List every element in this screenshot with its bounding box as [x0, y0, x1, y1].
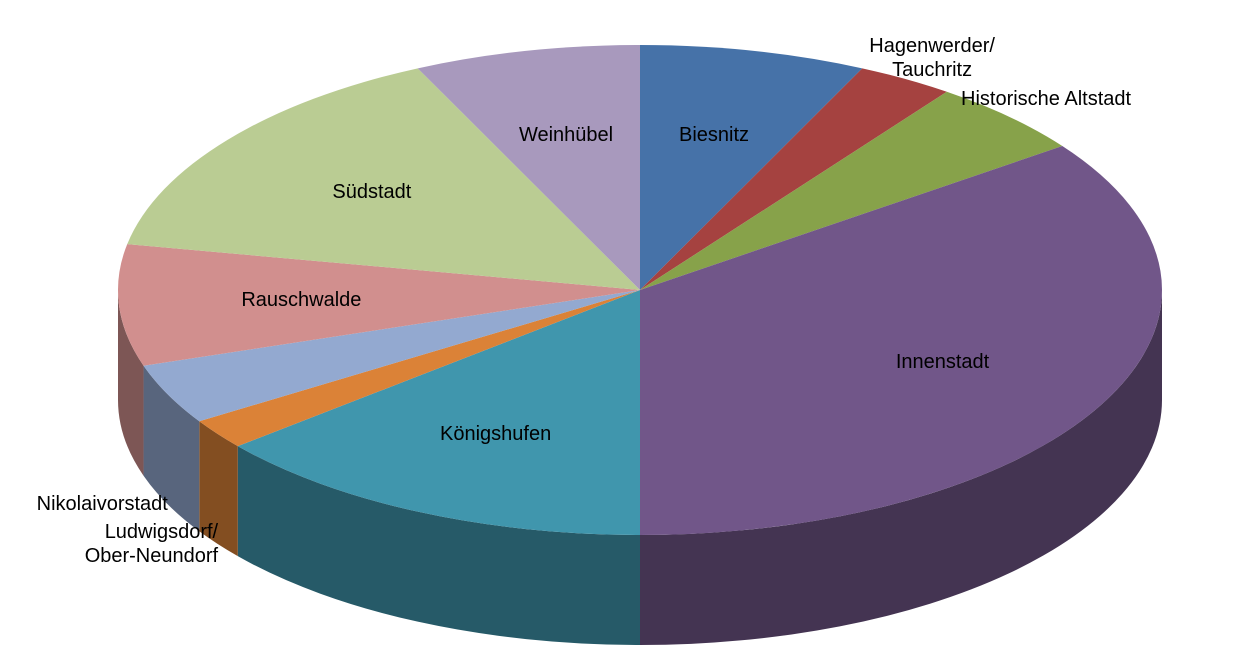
slice — [640, 45, 863, 290]
slice-side — [118, 290, 144, 476]
slice-side — [199, 421, 238, 557]
slice-label: Innenstadt — [895, 351, 990, 374]
slice — [117, 244, 640, 366]
slice — [199, 290, 641, 447]
slice-side — [143, 365, 200, 532]
slice-side — [640, 290, 1162, 645]
slice-side — [237, 446, 640, 645]
slice-label: Historische Altstadt — [961, 88, 1132, 111]
slice-label: Weinhübel — [518, 123, 614, 146]
slice — [640, 145, 1163, 535]
slice-label: Hagenwerder/ Tauchritz — [869, 35, 995, 82]
slice — [640, 91, 1063, 290]
slice-label: Nikolaivorstadt — [36, 493, 168, 516]
slice — [417, 45, 640, 290]
slice — [237, 290, 640, 535]
slice-label: Königshufen — [440, 423, 552, 446]
slice-label: Rauschwalde — [241, 288, 362, 311]
slice-label: Biesnitz — [679, 123, 750, 146]
slice-label: Südstadt — [332, 181, 412, 204]
slice — [127, 68, 641, 290]
slice-label: Ludwigsdorf/ Ober-Neundorf — [84, 521, 219, 567]
slice — [640, 68, 947, 290]
slice — [143, 290, 640, 422]
